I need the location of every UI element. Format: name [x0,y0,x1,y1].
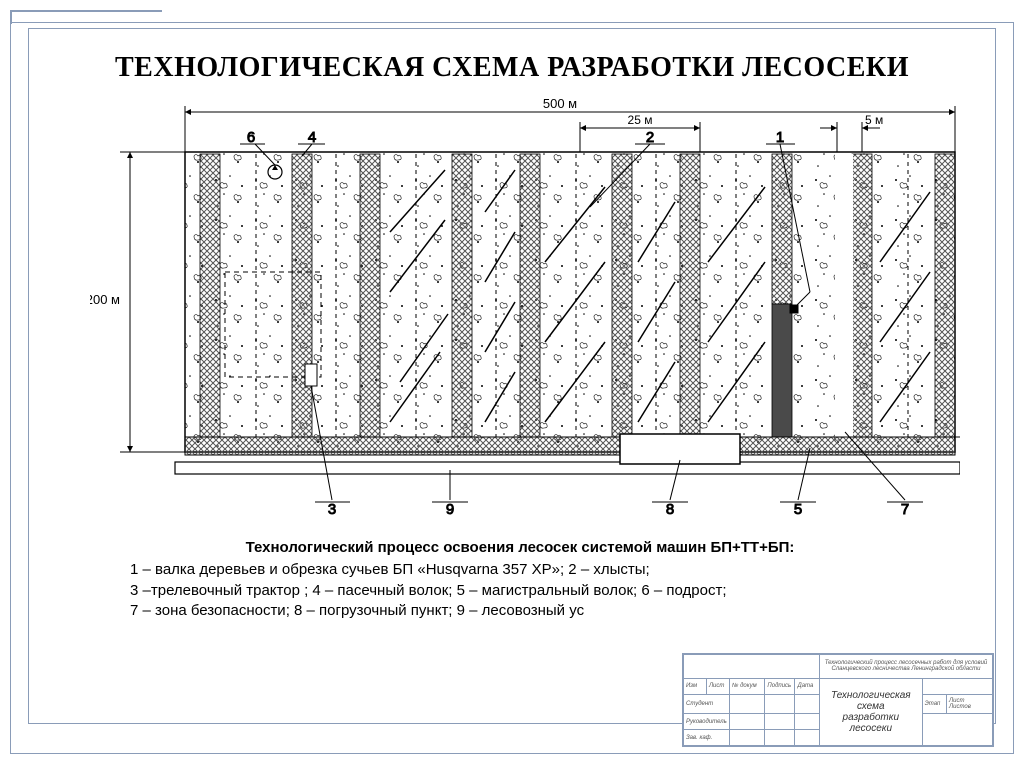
callout-7: 7 [901,501,909,518]
scheme-diagram: 500 м 25 м 5 м 200 м [90,92,960,522]
legend-heading: Технологический процесс освоения лесосек… [130,538,910,558]
dim-25-label: 25 м [628,113,653,127]
callout-1: 1 [776,129,784,146]
tb-cols-row [684,655,820,679]
logging-road [175,462,960,474]
dim-200-label: 200 м [90,292,120,307]
title-block: Технологический процесс лесосечных работ… [682,653,994,747]
legend-line-3: 7 – зона безопасности; 8 – погрузочный п… [130,601,910,621]
callout-8: 8 [666,501,674,518]
main-skid-road [185,437,955,455]
callout-4: 4 [308,129,316,146]
callout-2: 2 [646,129,654,146]
dim-500-label: 500 м [543,96,577,111]
legend-block: Технологический процесс освоения лесосек… [130,538,910,621]
page-title: ТЕХНОЛОГИЧЕСКАЯ СХЕМА РАЗРАБОТКИ ЛЕСОСЕК… [0,52,1024,84]
tb-project: Технологический процесс лесосечных работ… [819,655,992,679]
callout-5: 5 [794,501,802,518]
safety-zone [835,154,853,437]
callout-9: 9 [446,501,454,518]
dim-5-label: 5 м [865,113,883,127]
legend-line-2: 3 –трелевочный трактор ; 4 – пасечный во… [130,581,910,601]
tractor-icon [305,364,317,386]
tb-name: Технологическая схема разработки лесосек… [819,678,922,745]
legend-line-1: 1 – валка деревьев и обрезка сучьев БП «… [130,560,910,580]
loading-point [620,434,740,464]
dim-top-5: 5 м [820,113,883,152]
callout-3: 3 [328,501,336,518]
callout-6: 6 [247,129,255,146]
dim-top-25: 25 м [580,113,700,152]
dim-left-200: 200 м [90,152,185,452]
